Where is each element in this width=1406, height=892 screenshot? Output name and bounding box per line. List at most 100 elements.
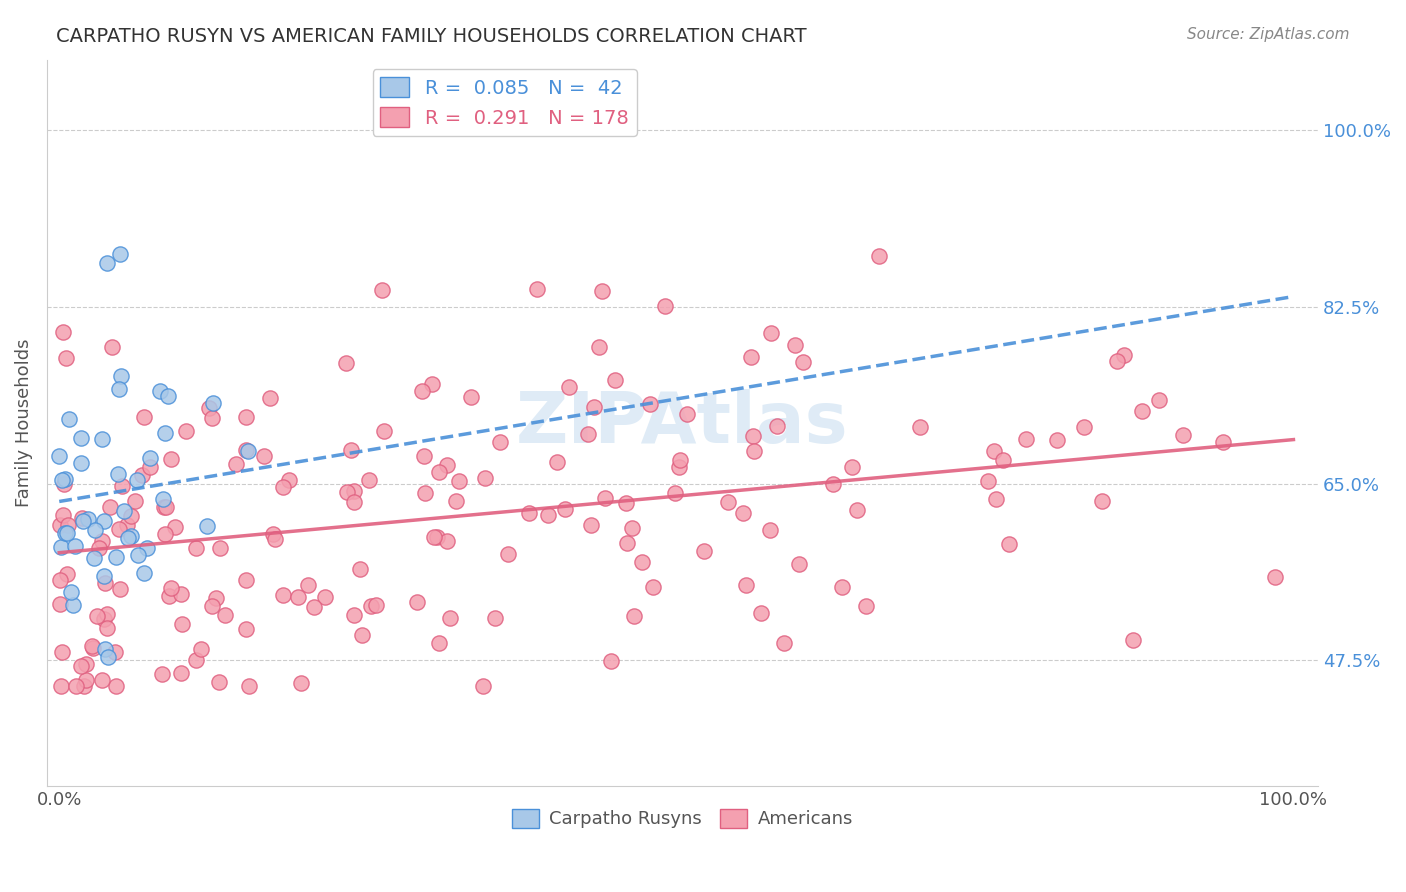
- Point: [165, 520, 187, 534]
- Point: [314, 590, 336, 604]
- Point: [170, 666, 193, 681]
- Point: [55, 351, 77, 365]
- Point: [427, 465, 450, 479]
- Point: [51, 474, 73, 488]
- Point: [253, 449, 276, 463]
- Point: [63, 539, 86, 553]
- Point: [153, 426, 176, 441]
- Point: [297, 578, 319, 592]
- Point: [157, 590, 180, 604]
- Point: [742, 444, 765, 458]
- Point: [104, 550, 127, 565]
- Point: [340, 442, 363, 457]
- Point: [235, 573, 257, 587]
- Point: [82, 640, 104, 655]
- Point: [841, 460, 863, 475]
- Point: [831, 581, 853, 595]
- Point: [96, 256, 118, 270]
- Point: [86, 609, 108, 624]
- Text: CARPATHO RUSYN VS AMERICAN FAMILY HOUSEHOLDS CORRELATION CHART: CARPATHO RUSYN VS AMERICAN FAMILY HOUSEH…: [56, 27, 807, 45]
- Point: [52, 325, 75, 339]
- Point: [343, 608, 366, 623]
- Point: [184, 541, 207, 555]
- Point: [411, 384, 433, 399]
- Point: [59, 585, 82, 599]
- Point: [170, 587, 193, 601]
- Point: [93, 514, 115, 528]
- Point: [75, 673, 97, 687]
- Point: [56, 567, 79, 582]
- Point: [190, 642, 212, 657]
- Point: [56, 518, 79, 533]
- Point: [117, 531, 139, 545]
- Point: [436, 533, 458, 548]
- Point: [436, 458, 458, 472]
- Point: [52, 508, 75, 522]
- Point: [87, 541, 110, 555]
- Point: [82, 639, 104, 653]
- Point: [908, 420, 931, 434]
- Point: [603, 373, 626, 387]
- Point: [139, 459, 162, 474]
- Point: [343, 494, 366, 508]
- Point: [208, 541, 231, 555]
- Point: [773, 636, 796, 650]
- Point: [101, 340, 124, 354]
- Point: [93, 569, 115, 583]
- Point: [195, 519, 218, 533]
- Point: [983, 444, 1005, 458]
- Point: [668, 460, 690, 475]
- Point: [676, 407, 699, 421]
- Point: [998, 537, 1021, 551]
- Point: [152, 491, 174, 506]
- Point: [48, 449, 70, 463]
- Point: [96, 607, 118, 621]
- Point: [198, 401, 221, 415]
- Point: [107, 467, 129, 482]
- Point: [638, 397, 661, 411]
- Point: [271, 480, 294, 494]
- Point: [471, 679, 494, 693]
- Point: [91, 673, 114, 687]
- Point: [93, 641, 115, 656]
- Point: [90, 432, 112, 446]
- Point: [620, 521, 643, 535]
- Point: [108, 247, 131, 261]
- Point: [263, 532, 285, 546]
- Point: [1147, 393, 1170, 408]
- Point: [692, 544, 714, 558]
- Point: [139, 450, 162, 465]
- Point: [208, 674, 231, 689]
- Point: [449, 474, 471, 488]
- Point: [104, 679, 127, 693]
- Point: [1264, 570, 1286, 584]
- Point: [845, 502, 868, 516]
- Point: [1122, 633, 1144, 648]
- Point: [576, 426, 599, 441]
- Point: [238, 679, 260, 693]
- Point: [977, 475, 1000, 489]
- Point: [120, 509, 142, 524]
- Point: [588, 340, 610, 354]
- Text: ZIPAtlas: ZIPAtlas: [516, 389, 849, 458]
- Point: [184, 653, 207, 667]
- Point: [53, 526, 76, 541]
- Point: [70, 456, 93, 470]
- Point: [1171, 428, 1194, 442]
- Point: [235, 623, 257, 637]
- Point: [1015, 432, 1038, 446]
- Point: [134, 566, 156, 580]
- Point: [201, 599, 224, 613]
- Point: [669, 453, 692, 467]
- Point: [49, 517, 72, 532]
- Point: [153, 527, 176, 541]
- Point: [427, 636, 450, 650]
- Point: [360, 599, 382, 613]
- Point: [302, 599, 325, 614]
- Point: [422, 530, 444, 544]
- Point: [152, 500, 174, 515]
- Point: [170, 616, 193, 631]
- Point: [127, 548, 149, 562]
- Point: [134, 410, 156, 425]
- Y-axis label: Family Households: Family Households: [15, 339, 32, 508]
